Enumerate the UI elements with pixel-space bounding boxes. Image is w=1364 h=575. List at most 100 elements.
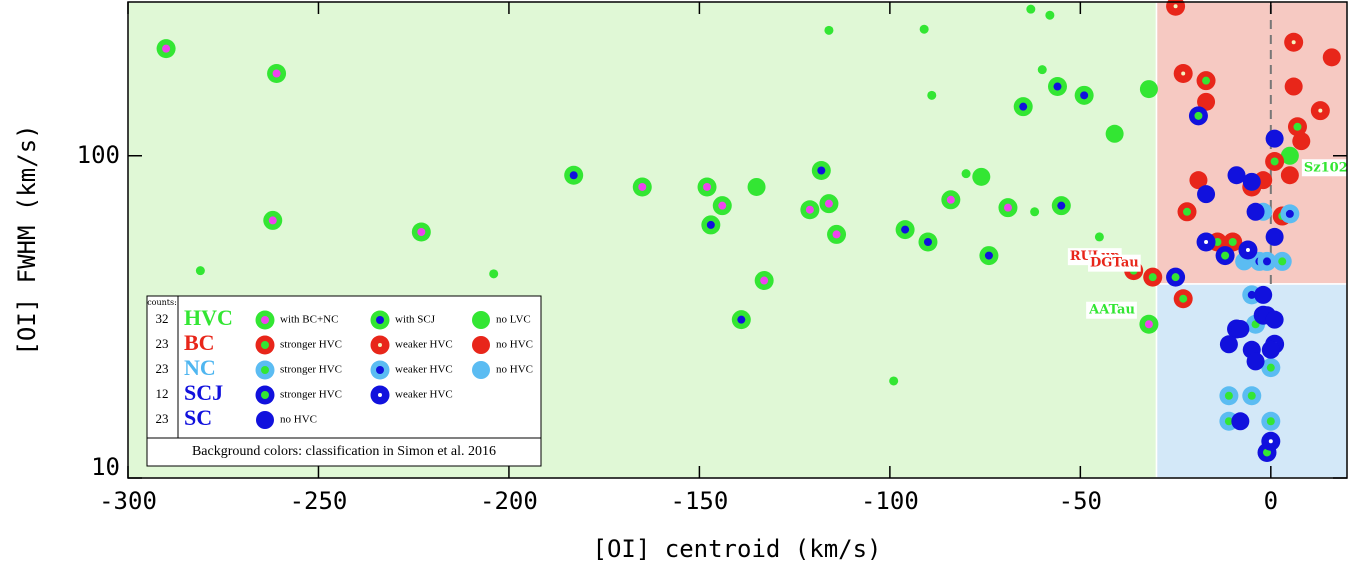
outer (1284, 77, 1303, 96)
legend-title: counts: (147, 298, 177, 307)
marker (472, 361, 490, 379)
inner (378, 393, 382, 397)
legend-count: 32 (156, 311, 169, 326)
marker (411, 222, 431, 242)
outer (747, 177, 766, 196)
inner (824, 199, 833, 208)
inner (1266, 363, 1275, 372)
inner (817, 166, 826, 175)
inner (261, 391, 269, 399)
inner (1266, 417, 1275, 426)
marker (1189, 171, 1208, 190)
marker (256, 411, 274, 429)
label-bg (1301, 159, 1350, 177)
marker (472, 311, 490, 329)
inner (1228, 237, 1237, 246)
marker (1219, 386, 1239, 406)
marker (1242, 386, 1262, 406)
outer (1197, 92, 1216, 111)
marker (1284, 32, 1304, 52)
outer (1246, 352, 1265, 371)
marker (1261, 411, 1281, 431)
outer (1197, 185, 1216, 204)
y-tick-label: 10 (91, 453, 120, 481)
marker (472, 336, 490, 354)
marker (1074, 85, 1094, 105)
marker (1272, 251, 1292, 271)
marker (370, 310, 390, 330)
outer (1280, 166, 1299, 185)
marker (1045, 10, 1055, 20)
legend-group: NC (184, 355, 216, 380)
marker (754, 271, 774, 291)
marker (941, 190, 961, 210)
point-label: DGTau (1090, 256, 1139, 271)
inner (1053, 82, 1062, 91)
marker (1257, 251, 1277, 271)
marker (889, 376, 899, 386)
marker (712, 196, 732, 216)
legend-count: 12 (156, 386, 169, 401)
inner (718, 201, 727, 210)
region (1155, 1, 1348, 285)
inner (376, 316, 384, 324)
inner (1148, 273, 1157, 282)
legend-entry: with BC+NC (280, 314, 338, 326)
inner (1173, 4, 1178, 9)
inner (1171, 273, 1180, 282)
inner (1181, 71, 1186, 76)
outer (972, 167, 991, 186)
inner (832, 230, 841, 239)
marker (1094, 232, 1104, 242)
outer (1265, 129, 1284, 148)
marker (731, 310, 751, 330)
legend-entry: stronger HVC (280, 339, 342, 351)
marker (1215, 246, 1235, 266)
label-bg (1086, 301, 1137, 319)
region (1155, 283, 1348, 479)
x-tick-label: -150 (671, 487, 729, 515)
outer (1242, 172, 1261, 191)
inner (1204, 239, 1209, 244)
inner (417, 227, 426, 236)
outer (1189, 171, 1208, 190)
plot-frame (127, 1, 1348, 479)
marker (1196, 71, 1216, 91)
inner (984, 251, 993, 260)
marker (1246, 202, 1265, 221)
inner (1293, 122, 1302, 131)
inner (1080, 91, 1089, 100)
inner (1224, 391, 1233, 400)
outer (1261, 340, 1280, 359)
legend-group: BC (184, 330, 215, 355)
marker (1287, 117, 1307, 137)
inner (805, 205, 814, 214)
outer (1105, 124, 1124, 143)
marker (1188, 106, 1208, 126)
inner (1263, 257, 1272, 266)
legend: counts: Background colors: classification… (146, 295, 542, 467)
marker (1261, 358, 1281, 378)
marker (255, 335, 275, 355)
marker (1166, 0, 1186, 16)
marker (1265, 227, 1284, 246)
inner (760, 276, 769, 285)
marker (1231, 319, 1250, 338)
legend-entry: weaker HVC (395, 339, 453, 351)
inner (638, 182, 647, 191)
dot (489, 269, 499, 279)
marker (1196, 232, 1216, 252)
legend-entry: no HVC (280, 414, 317, 426)
y-axis-label: [OI] FWHM (km/s) (13, 124, 41, 355)
marker (632, 177, 652, 197)
marker (370, 360, 390, 380)
inner (1144, 320, 1153, 329)
marker (1265, 129, 1284, 148)
marker (1166, 267, 1186, 287)
outer (1292, 132, 1311, 151)
marker (1265, 151, 1285, 171)
inner (1285, 209, 1294, 218)
inner (261, 366, 269, 374)
dot (1037, 65, 1047, 75)
